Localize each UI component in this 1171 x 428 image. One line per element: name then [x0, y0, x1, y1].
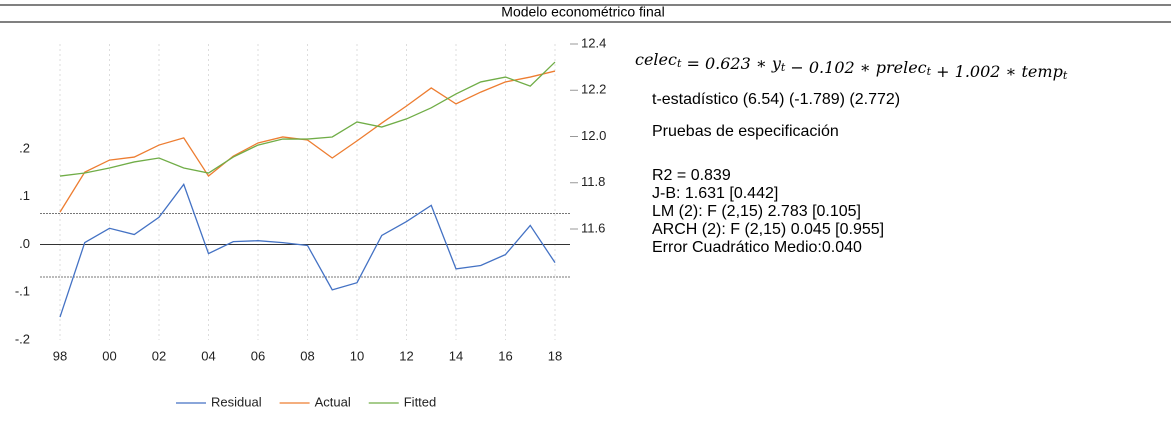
equation-subscript: t — [781, 61, 786, 74]
equation-part: + 1.002 ∗ temp — [931, 62, 1063, 81]
panel-line: t-estadístico (6.54) (-1.789) (2.772) — [652, 91, 900, 108]
y2-tick-label: 12.2 — [581, 82, 606, 97]
x-tick-label: 10 — [350, 348, 364, 363]
legend-label: Fitted — [404, 394, 437, 409]
x-tick-label: 08 — [300, 348, 314, 363]
x-tick-label: 12 — [399, 348, 413, 363]
x-tick-label: 18 — [548, 348, 562, 363]
panel-line: LM (2): F (2,15) 2.783 [0.105] — [652, 203, 861, 220]
panel-line: J-B: 1.631 [0.442] — [652, 185, 778, 202]
y2-tick-label: 11.8 — [581, 174, 605, 189]
y-tick-label: .0 — [19, 236, 30, 251]
equation-part: = 0.623 ∗ y — [681, 54, 781, 73]
equation-part: celec — [635, 50, 677, 69]
x-tick-label: 16 — [498, 348, 512, 363]
chart-title: Modelo econométrico final — [501, 4, 664, 20]
y-tick-label: -.2 — [15, 331, 30, 346]
equation-subscript: t — [927, 65, 932, 78]
y2-tick-label: 11.6 — [581, 220, 605, 235]
equation: celect = 0.623 ∗ yt − 0.102 ∗ prelect + … — [635, 50, 1068, 83]
x-tick-label: 02 — [152, 348, 166, 363]
y2-tick-label: 12.4 — [581, 35, 606, 50]
panel-line: Pruebas de especificación — [652, 123, 839, 140]
equation-part: − 0.102 ∗ prelec — [785, 58, 926, 77]
equation-subscript: t — [677, 57, 682, 70]
x-tick-label: 98 — [53, 348, 67, 363]
x-tick-label: 06 — [251, 348, 265, 363]
legend-label: Actual — [315, 394, 351, 409]
panel-line: ARCH (2): F (2,15) 0.045 [0.955] — [652, 221, 884, 238]
series-line — [59, 70, 556, 213]
legend-label: Residual — [211, 394, 262, 409]
x-tick-label: 04 — [201, 348, 215, 363]
x-tick-label: 00 — [102, 348, 116, 363]
y2-tick-label: 12.0 — [581, 128, 606, 143]
equation-subscript: t — [1063, 69, 1068, 82]
series-line — [59, 183, 556, 318]
panel-line: R2 = 0.839 — [652, 167, 731, 184]
panel-line: Error Cuadrático Medio:0.040 — [652, 239, 862, 256]
y-tick-label: -.1 — [15, 284, 30, 299]
y-tick-label: .1 — [19, 188, 30, 203]
series-line — [59, 61, 556, 177]
x-tick-label: 14 — [449, 348, 463, 363]
y-tick-label: .2 — [19, 140, 30, 155]
